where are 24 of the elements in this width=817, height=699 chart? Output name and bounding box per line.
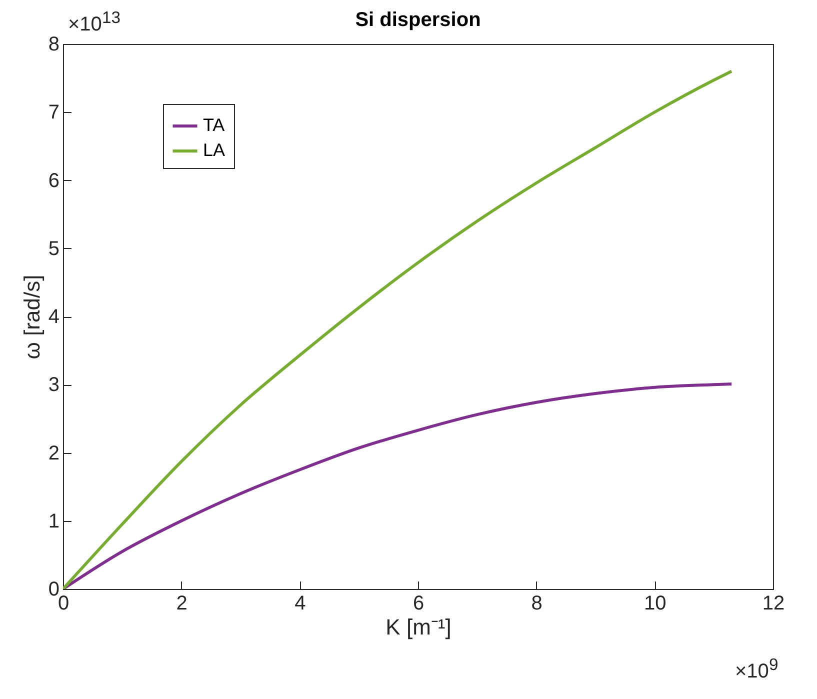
x-tick-label: 4 (294, 592, 306, 614)
y-tick-label: 6 (48, 170, 60, 192)
legend-label: LA (203, 140, 226, 160)
line-series (63, 70, 734, 589)
x-axis-title: K [m⁻¹] (386, 614, 452, 640)
chart-title: Si dispersion (355, 9, 481, 31)
legend-label: TA (203, 115, 225, 135)
y-tick-label: 8 (48, 34, 60, 56)
line-series (63, 382, 734, 589)
y-tick-label: 1 (48, 510, 60, 532)
y-axis-title: ω [rad/s] (19, 274, 44, 360)
y-tick-label: 7 (48, 102, 60, 124)
x-tick-label: 12 (762, 592, 785, 614)
x-tick-label: 10 (644, 592, 666, 614)
y-tick-label: 3 (48, 374, 60, 396)
y-tick-label: 4 (48, 306, 60, 328)
axis-multiplier: ×10$^{13}$ (68, 8, 120, 37)
x-tick-label: 8 (531, 592, 542, 614)
x-tick-label: 6 (412, 592, 424, 614)
axis-multiplier: ×10$^{9}$ (735, 655, 778, 684)
x-tick-label: 2 (176, 592, 188, 614)
y-tick-label: 5 (48, 238, 60, 260)
y-tick-label: 0 (48, 578, 60, 600)
y-tick-label: 2 (48, 442, 60, 464)
